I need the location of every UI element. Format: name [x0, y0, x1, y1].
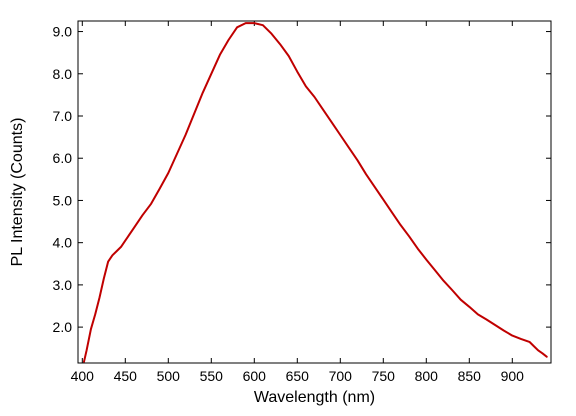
x-tick-label: 700	[329, 368, 353, 384]
x-tick-label: 750	[372, 368, 396, 384]
y-tick-label: 6.0	[53, 150, 73, 166]
series-layer	[83, 22, 548, 363]
y-axis-title: PL Intensity (Counts)	[9, 118, 26, 267]
y-tick-label: 9.0	[53, 24, 73, 40]
x-tick-label: 800	[415, 368, 439, 384]
x-tick-label: 450	[114, 368, 138, 384]
x-tick-label: 900	[501, 368, 525, 384]
ticks-layer: 400 450 500 550 600 650 700 750 800 850 900 2.0 3.0 4…	[53, 21, 551, 384]
y-tick-label: 2.0	[53, 319, 73, 335]
x-tick-label: 400	[71, 368, 95, 384]
y-tick-label: 3.0	[53, 277, 73, 293]
x-axis-title: Wavelength (nm)	[254, 389, 375, 406]
y-tick-label: 4.0	[53, 235, 73, 251]
x-tick-label: 500	[157, 368, 181, 384]
y-tick-label: 8.0	[53, 66, 73, 82]
y-tick-label: 7.0	[53, 108, 73, 124]
x-tick-label: 600	[243, 368, 267, 384]
y-tick-label: 5.0	[53, 192, 73, 208]
x-tick-label: 850	[458, 368, 482, 384]
x-tick-label: 550	[200, 368, 224, 384]
pl-spectrum-line	[83, 22, 548, 363]
x-tick-label: 650	[286, 368, 310, 384]
plot-frame	[77, 20, 552, 364]
